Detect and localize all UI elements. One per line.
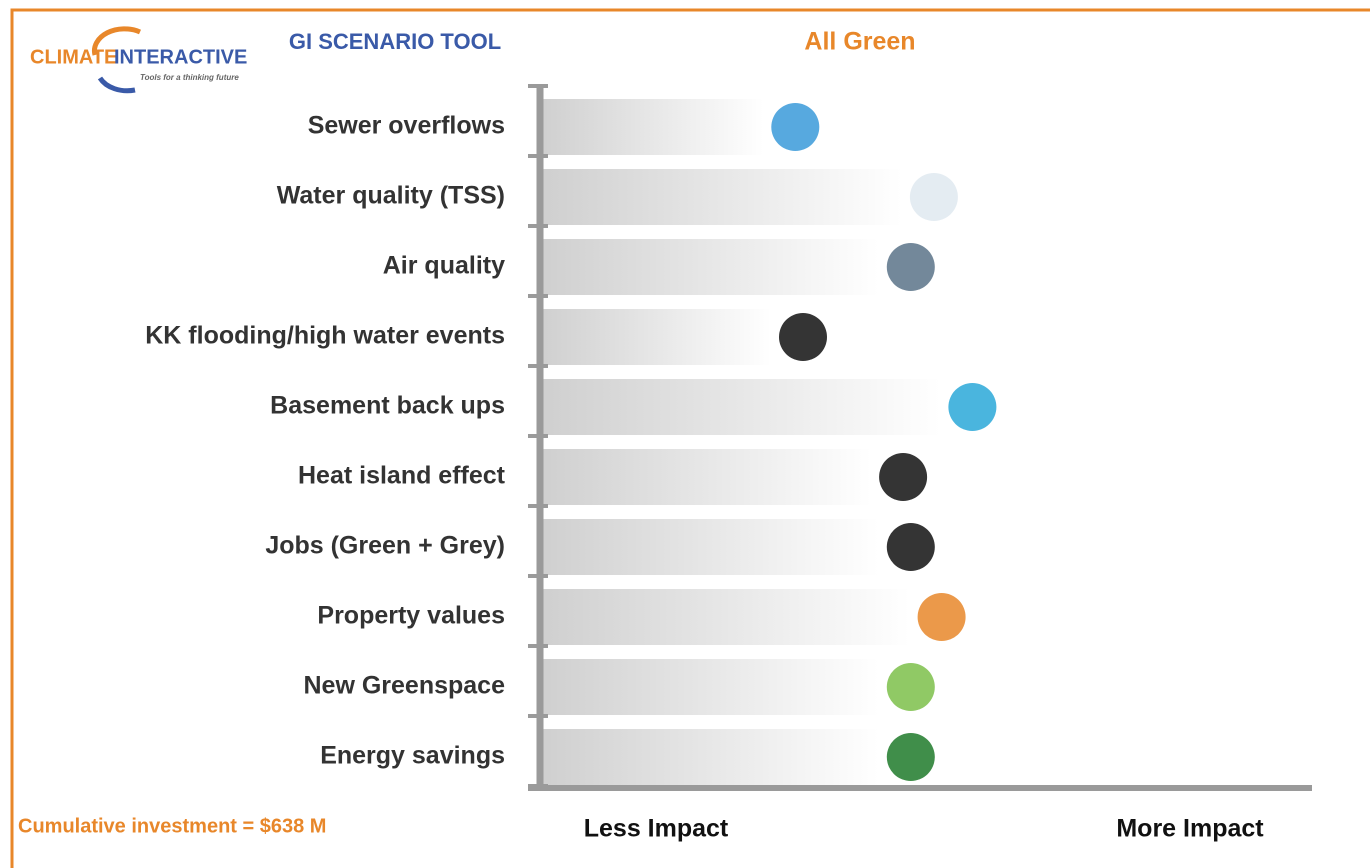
- chart-title: All Green: [804, 28, 915, 56]
- icon: [886, 663, 935, 711]
- icon: [917, 593, 966, 641]
- y-tick-label: Water quality (TSS): [277, 182, 505, 210]
- logo-word: CLIMATE: [30, 46, 117, 68]
- icon: [886, 243, 935, 291]
- y-tick-label: Jobs (Green + Grey): [265, 532, 505, 560]
- y-tick-label: Air quality: [383, 252, 505, 280]
- frame: [10, 8, 1370, 868]
- bar: [540, 729, 879, 785]
- logo-arc: [97, 76, 136, 94]
- icon: [879, 453, 928, 501]
- y-tick-label: Property values: [317, 602, 505, 630]
- icon: [779, 313, 827, 361]
- logo-arc: [91, 26, 142, 56]
- x-max-label: More Impact: [1116, 815, 1264, 843]
- y-tick-label: KK flooding/high water events: [145, 322, 505, 350]
- bar: [540, 99, 764, 155]
- bar: [540, 519, 879, 575]
- icon: [886, 733, 935, 781]
- tool-name: GI SCENARIO TOOL: [289, 29, 501, 54]
- bar: [540, 659, 879, 715]
- icon: [909, 173, 958, 221]
- y-tick-label: Energy savings: [320, 742, 505, 770]
- logo-word: INTERACTIVE: [114, 46, 247, 68]
- bar: [540, 169, 902, 225]
- bar: [540, 449, 872, 505]
- bar: [540, 239, 879, 295]
- logo-tagline: Tools for a thinking future: [140, 73, 239, 82]
- x-min-label: Less Impact: [584, 815, 729, 843]
- y-tick-label: Heat island effect: [298, 462, 506, 490]
- bar: [540, 589, 910, 645]
- bar: [540, 379, 941, 435]
- y-tick-label: Basement back ups: [270, 392, 505, 420]
- y-tick-label: New Greenspace: [304, 672, 506, 700]
- y-tick-label: Sewer overflows: [308, 112, 505, 140]
- icon: [771, 103, 820, 151]
- bar: [540, 309, 771, 365]
- footer: Cumulative investment = $638 M: [18, 815, 326, 837]
- icon: [948, 383, 997, 431]
- icon: [886, 523, 935, 571]
